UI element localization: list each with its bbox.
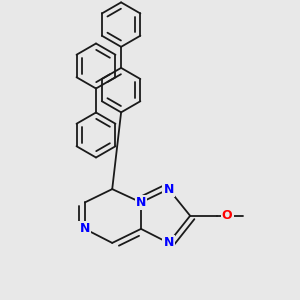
Text: O: O [222,209,232,222]
Text: N: N [164,183,174,196]
Text: N: N [80,222,90,236]
Text: N: N [136,196,146,209]
Text: N: N [136,196,146,209]
Text: N: N [164,236,174,249]
